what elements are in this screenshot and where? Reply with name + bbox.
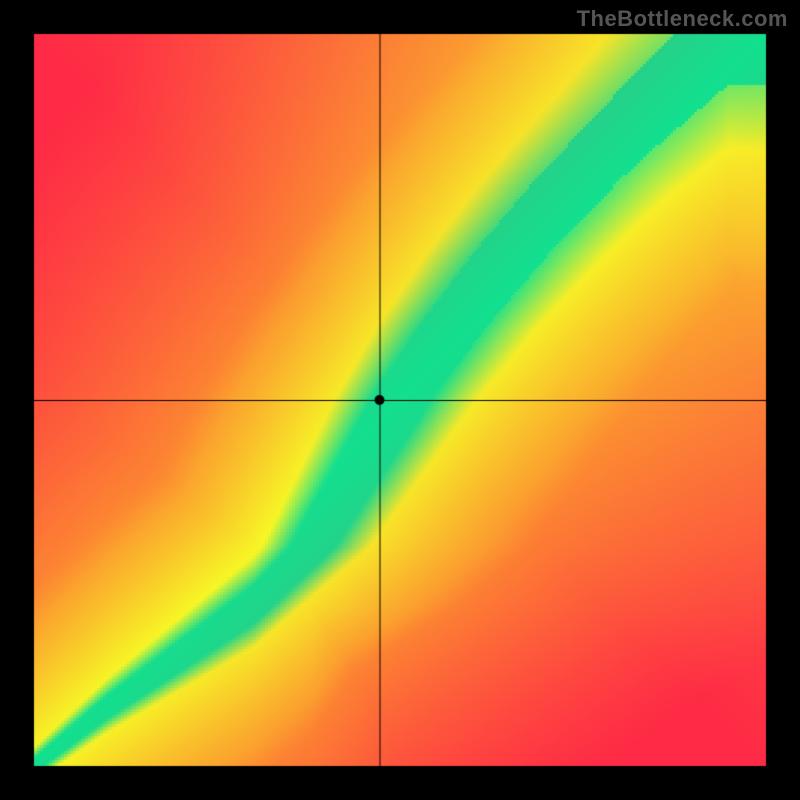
chart-container: TheBottleneck.com: [0, 0, 800, 800]
heatmap-canvas: [0, 0, 800, 800]
watermark-text: TheBottleneck.com: [577, 6, 788, 32]
